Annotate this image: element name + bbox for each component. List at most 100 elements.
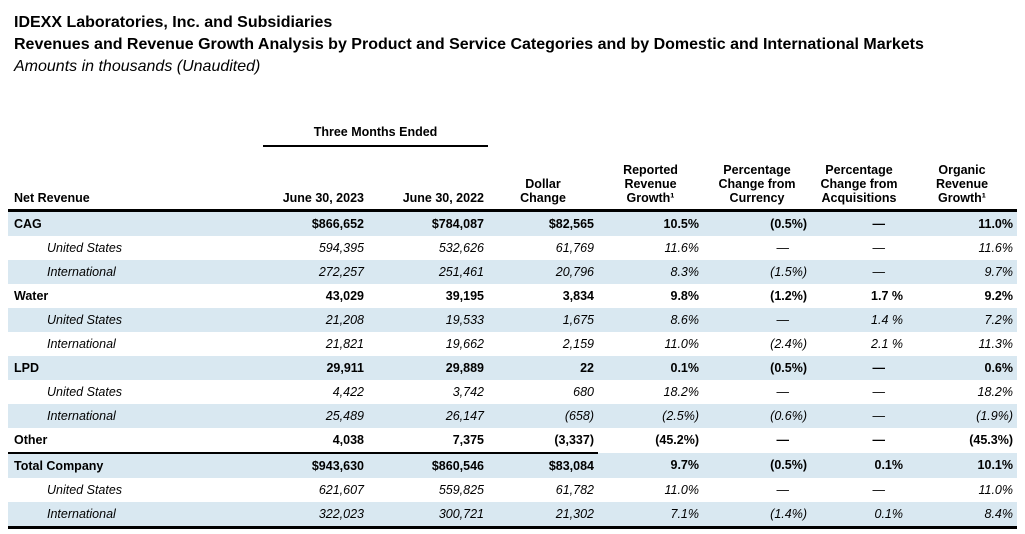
cell: 0.1%: [598, 355, 703, 380]
table-row-total-company: Total Company $943,630 $860,546 $83,084 9.7%…: [8, 452, 1017, 478]
cell: 300,721: [368, 501, 488, 529]
row-label: CAG: [8, 210, 263, 236]
amounts-note: Amounts in thousands (Unaudited): [14, 58, 261, 75]
row-label: United States: [47, 240, 123, 255]
column-header-row: Net Revenue June 30, 2023 June 30, 2022 …: [8, 146, 1017, 212]
cell: (45.3%): [969, 433, 1013, 447]
table-row-united-states: United States 621,607 559,825 61,782 11.0% — —…: [8, 478, 1017, 502]
revenue-growth-table: Three Months Ended Net Revenue June 30, …: [8, 106, 1017, 529]
table-row-united-states: United States 594,395 532,626 61,769 11.6% — —…: [8, 236, 1017, 260]
cell: $784,087: [368, 210, 488, 236]
cell: —: [872, 384, 886, 399]
cell: $866,652: [263, 210, 368, 236]
cell: 22: [488, 355, 598, 380]
cell: —: [811, 210, 907, 236]
cell: 272,257: [263, 259, 368, 284]
document-header: IDEXX Laboratories, Inc. and Subsidiarie…: [0, 12, 1025, 78]
cell: $82,565: [488, 210, 598, 236]
cell: 11.6%: [978, 240, 1013, 255]
cell: 20,796: [488, 259, 598, 284]
cell: (0.5%): [703, 452, 811, 478]
row-label: Total Company: [8, 452, 263, 478]
cell: 8.4%: [907, 501, 1017, 529]
cell: 621,607: [318, 482, 364, 497]
cell: 61,782: [555, 482, 594, 497]
cell: —: [776, 482, 790, 497]
cell: —: [776, 240, 790, 255]
table-row-cag: CAG $866,652 $784,087 $82,565 10.5% (0.5%) —11…: [8, 210, 1017, 236]
table-row-international: International 272,257 251,461 20,796 8.3% (1.…: [8, 259, 1017, 284]
cell: 19,533: [368, 307, 488, 332]
cell: —: [872, 433, 886, 447]
cell: 9.7%: [907, 259, 1017, 284]
cell: $83,084: [488, 452, 598, 478]
cell: 11.0%: [907, 210, 1017, 236]
cell: (2.5%): [598, 403, 703, 428]
cell: 4,422: [332, 384, 364, 399]
cell: 1,675: [488, 307, 598, 332]
col-header-june-30-2022: June 30, 2022: [368, 146, 488, 212]
table-body: CAG $866,652 $784,087 $82,565 10.5% (0.5%) —11…: [8, 210, 1017, 529]
col-header-pct-change-currency: Percentage Change from Currency: [703, 146, 811, 212]
cell: (1.9%): [907, 403, 1017, 428]
cell: —: [872, 240, 886, 255]
cell: 2.1 %: [871, 336, 903, 351]
cell: 11.6%: [664, 240, 699, 255]
cell: 3,742: [452, 384, 484, 399]
cell: (0.6%): [703, 403, 811, 428]
cell: 43,029: [325, 288, 364, 303]
table-row-other: Other 4,038 7,375 (3,337) (45.2%) — — (45.3%): [8, 427, 1017, 454]
row-label: Water: [14, 288, 49, 303]
table-row-lpd: LPD 29,911 29,889 22 0.1% (0.5%) —0.6%: [8, 355, 1017, 380]
cell: 10.5%: [598, 210, 703, 236]
cell: —: [872, 482, 886, 497]
row-label: United States: [8, 307, 263, 332]
period-spacer: [488, 106, 1017, 146]
cell: 3,834: [562, 288, 594, 303]
cell: 11.0%: [978, 482, 1013, 497]
cell: —: [811, 259, 907, 284]
cell: 0.6%: [907, 355, 1017, 380]
cell: —: [811, 355, 907, 380]
cell: 0.1%: [811, 452, 907, 478]
cell: 7.1%: [598, 501, 703, 529]
cell: (1.5%): [703, 259, 811, 284]
cell: (0.5%): [703, 210, 811, 236]
cell: 18.2%: [663, 384, 699, 399]
cell: 559,825: [438, 482, 484, 497]
row-label: United States: [47, 482, 123, 497]
cell: (45.2%): [655, 433, 699, 447]
cell: 26,147: [368, 403, 488, 428]
table-row-water: Water 43,029 39,195 3,834 9.8% (1.2%) 1.7 % 9.2…: [8, 284, 1017, 308]
col-header-reported-revenue-growth: Reported Revenue Growth¹: [598, 146, 703, 212]
cell: (3,337): [488, 427, 598, 454]
col-header-pct-change-acquisitions: Percentage Change from Acquisitions: [811, 146, 907, 212]
table-row-united-states: United States 4,422 3,742 680 18.2% — — 18.2%: [8, 380, 1017, 404]
table-row-international: International 21,821 19,662 2,159 11.0% (2.4%…: [8, 332, 1017, 356]
cell: 251,461: [368, 259, 488, 284]
cell: 7.2%: [907, 307, 1017, 332]
cell: (658): [488, 403, 598, 428]
cell: —: [703, 307, 811, 332]
row-label: International: [8, 501, 263, 529]
col-header-net-revenue: Net Revenue: [8, 146, 263, 212]
cell: 2,159: [562, 336, 594, 351]
cell: 10.1%: [907, 452, 1017, 478]
row-label: United States: [47, 384, 123, 399]
col-header-june-30-2023: June 30, 2023: [263, 146, 368, 212]
cell: 29,911: [263, 355, 368, 380]
cell: 11.0%: [664, 482, 699, 497]
cell: 4,038: [263, 427, 368, 454]
cell: 9.8%: [670, 288, 700, 303]
cell: 61,769: [555, 240, 594, 255]
cell: (1.2%): [770, 288, 807, 303]
table-row-united-states: United States 21,208 19,533 1,675 8.6% —1.4 %…: [8, 307, 1017, 332]
row-label: International: [8, 259, 263, 284]
period-header-row: Three Months Ended: [8, 106, 1017, 147]
row-label: International: [8, 403, 263, 428]
company-title: IDEXX Laboratories, Inc. and Subsidiarie…: [14, 14, 333, 31]
period-spacer: [8, 106, 263, 146]
cell: 1.4 %: [811, 307, 907, 332]
cell: (1.4%): [703, 501, 811, 529]
